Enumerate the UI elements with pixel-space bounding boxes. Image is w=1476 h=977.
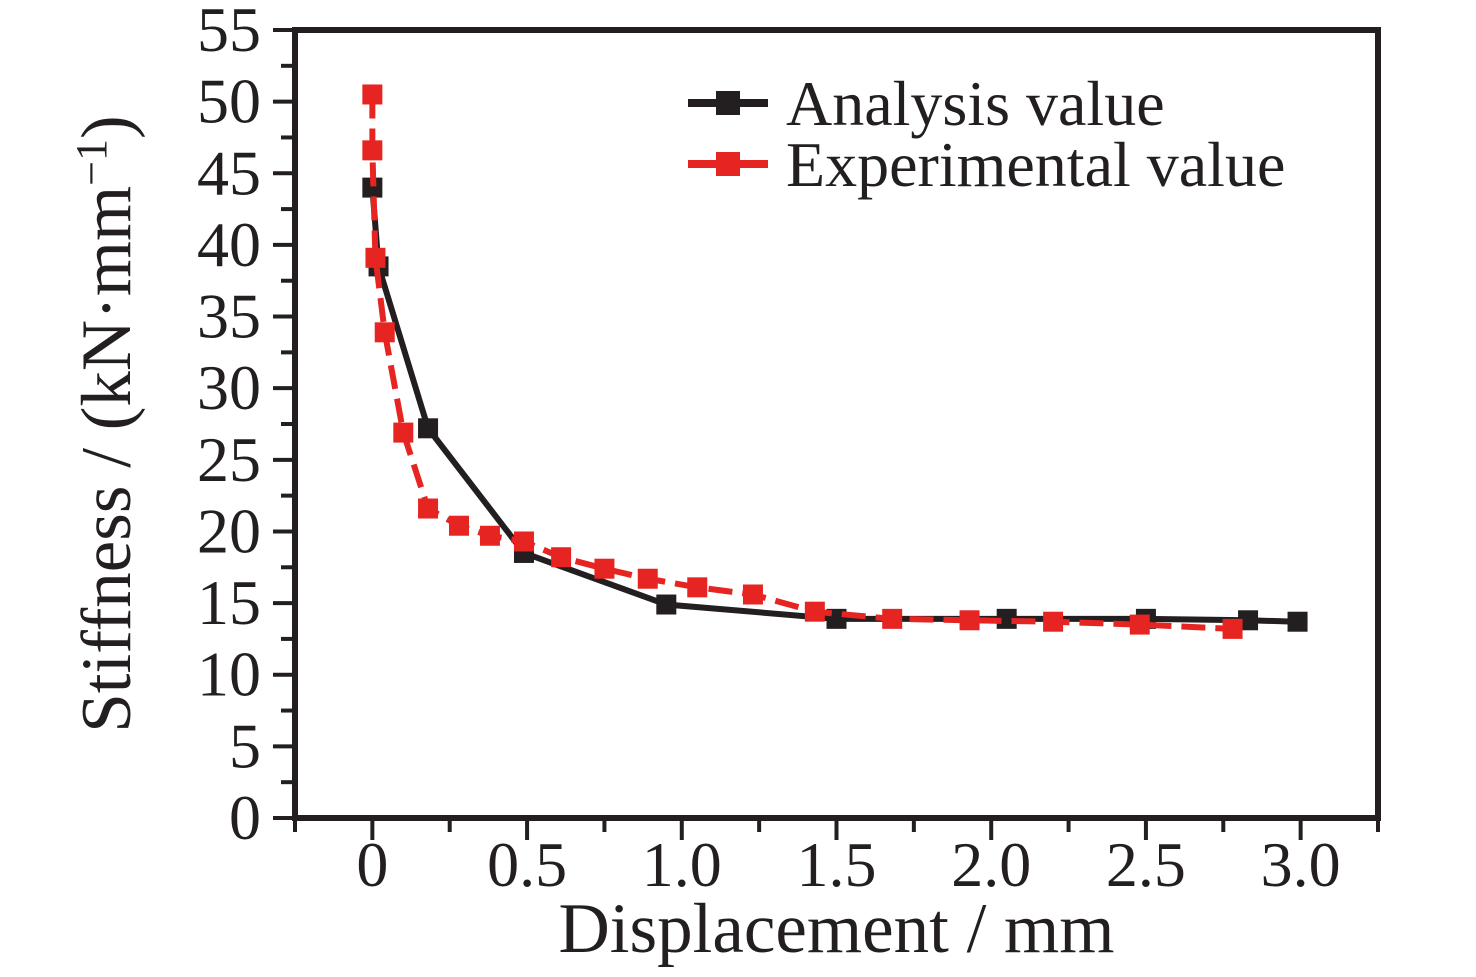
series-experimental-value-marker bbox=[418, 498, 439, 519]
series-experimental-value-line bbox=[369, 94, 1233, 632]
y-tick-label: 35 bbox=[197, 281, 261, 352]
plot-box bbox=[292, 27, 1381, 821]
y-tick-label: 15 bbox=[197, 567, 261, 638]
series-experimental-value-marker bbox=[742, 584, 763, 605]
series-analysis-value-marker bbox=[656, 594, 677, 615]
x-axis-title: Displacement / mm bbox=[558, 890, 1114, 968]
series-analysis-value-marker bbox=[1238, 610, 1259, 631]
y-tick-label: 10 bbox=[197, 639, 261, 710]
series-experimental-value-marker bbox=[365, 247, 386, 268]
series-experimental-value-marker bbox=[374, 322, 395, 343]
legend-label-experimental-value: Experimental value bbox=[786, 129, 1285, 200]
series-analysis-value-marker bbox=[1287, 611, 1308, 632]
legend-marker-experimental-value bbox=[716, 152, 740, 176]
x-tick-label: 2.5 bbox=[1106, 829, 1186, 900]
series-experimental-value-marker bbox=[551, 547, 572, 568]
series-experimental-value-marker bbox=[479, 525, 500, 546]
series-experimental-value-marker bbox=[687, 577, 708, 598]
series-experimental-value-marker bbox=[448, 515, 469, 536]
series-analysis-value-marker bbox=[418, 418, 439, 439]
x-tick-label: 2.0 bbox=[951, 829, 1031, 900]
series-experimental-value-marker bbox=[362, 84, 383, 105]
series-experimental-value-marker bbox=[1043, 611, 1064, 632]
series-experimental-value-marker bbox=[393, 422, 414, 443]
y-tick-label: 20 bbox=[197, 495, 261, 566]
y-tick-label: 25 bbox=[197, 424, 261, 495]
x-tick-label: 0.5 bbox=[487, 829, 567, 900]
y-tick-label: 45 bbox=[197, 137, 261, 208]
series-experimental-value-marker bbox=[362, 140, 383, 161]
x-tick-label: 0 bbox=[356, 829, 388, 900]
series-experimental-value-marker bbox=[882, 608, 903, 629]
y-tick-label: 55 bbox=[197, 0, 261, 65]
series-experimental-value-marker bbox=[1129, 614, 1150, 635]
y-tick-label: 5 bbox=[229, 710, 261, 781]
series-experimental-value-marker bbox=[637, 568, 658, 589]
series-experimental-value-marker bbox=[513, 531, 534, 552]
series-experimental-value-marker bbox=[1222, 618, 1243, 639]
series-analysis-value-line bbox=[369, 187, 1298, 625]
series-experimental-value-marker bbox=[804, 601, 825, 622]
y-tick-label: 50 bbox=[197, 66, 261, 137]
y-tick-label: 30 bbox=[197, 352, 261, 423]
x-tick-label: 3.0 bbox=[1261, 829, 1341, 900]
x-tick-label: 1.5 bbox=[797, 829, 877, 900]
legend-label-analysis-value: Analysis value bbox=[786, 68, 1165, 139]
legend-marker-analysis-value bbox=[716, 91, 740, 115]
y-axis-title: Stiffness / (kN·mm−1) bbox=[67, 115, 146, 732]
y-tick-label: 40 bbox=[197, 209, 261, 280]
series-experimental-value-marker bbox=[959, 610, 980, 631]
series-experimental-value-marker bbox=[594, 558, 615, 579]
y-tick-label: 0 bbox=[229, 782, 261, 853]
series-analysis-value-marker bbox=[362, 177, 383, 198]
x-tick-label: 1.0 bbox=[642, 829, 722, 900]
